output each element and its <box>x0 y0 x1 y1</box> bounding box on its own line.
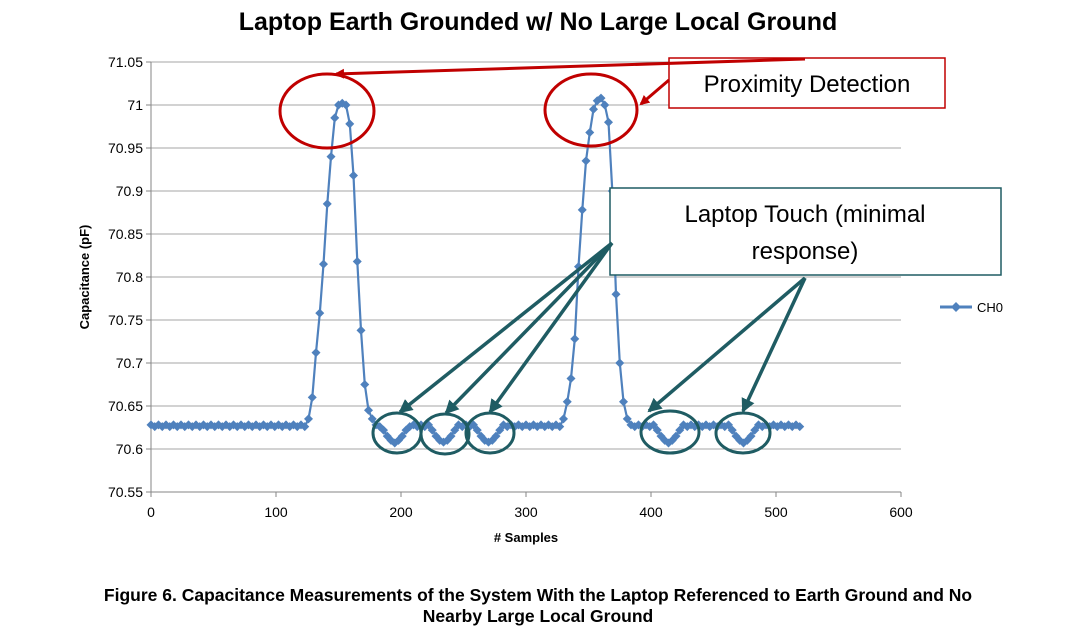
data-point <box>615 358 625 368</box>
data-point <box>307 392 317 402</box>
data-point <box>397 431 407 441</box>
y-tick-label: 70.7 <box>116 355 143 371</box>
touch-label-box <box>609 187 1002 276</box>
data-point <box>427 425 437 435</box>
data-point <box>364 405 373 415</box>
data-point <box>604 117 613 127</box>
touch-annotation: Laptop Touch (minimal response) <box>371 187 1002 456</box>
data-point <box>596 93 606 103</box>
legend-label-ch0: CH0 <box>977 300 1003 315</box>
legend: CH0 <box>940 300 1003 315</box>
data-point <box>367 414 377 424</box>
data-point <box>349 171 358 181</box>
proximity-label-box <box>668 57 946 109</box>
chart-title: Laptop Earth Grounded w/ No Large Local … <box>238 8 838 36</box>
x-tick-label: 300 <box>514 504 538 520</box>
data-point <box>345 119 355 129</box>
data-point <box>611 289 621 299</box>
data-point <box>585 128 595 138</box>
y-tick-label: 71.05 <box>108 54 143 70</box>
y-tick-label: 70.65 <box>108 398 143 414</box>
touch-arrow-2 <box>444 241 614 415</box>
x-tick-label: 0 <box>147 504 155 520</box>
data-point <box>330 113 340 123</box>
data-point <box>352 257 362 267</box>
tick-labels: 70.55 70.6 70.65 70.7 70.75 70.8 70.85 70.9 70.9… <box>108 54 913 520</box>
proximity-label: Proximity Detection <box>704 71 911 98</box>
touch-arrow-1 <box>398 241 614 414</box>
data-point <box>360 380 370 389</box>
data-point <box>589 104 598 114</box>
caption-line-1: Figure 6. Capacitance Measurements of th… <box>103 585 973 605</box>
data-point <box>619 397 628 407</box>
proximity-annotation: Proximity Detection <box>278 57 946 150</box>
proximity-circle-2 <box>543 72 639 148</box>
data-point <box>652 425 662 435</box>
y-tick-label: 70.75 <box>108 312 143 328</box>
figure-caption: Figure 6. Capacitance Measurements of th… <box>0 585 1076 627</box>
caption-line-2: Nearby Large Local Ground <box>422 606 654 626</box>
data-point <box>341 100 351 110</box>
data-point <box>566 373 576 383</box>
data-point <box>559 414 568 424</box>
data-point <box>311 348 321 358</box>
legend-marker <box>951 302 961 312</box>
proximity-circle-1 <box>278 72 376 150</box>
y-tick-label: 70.8 <box>116 269 143 285</box>
data-point <box>472 425 482 435</box>
y-tick-label: 70.85 <box>108 226 143 242</box>
data-point <box>562 397 572 407</box>
data-point <box>795 422 805 432</box>
touch-arrow-5 <box>741 277 807 413</box>
data-point <box>322 199 332 209</box>
data-point <box>319 259 328 269</box>
proximity-arrow-1 <box>334 57 806 79</box>
touch-circle-2 <box>419 412 471 456</box>
touch-circle-3 <box>464 411 516 455</box>
y-tick-label: 70.95 <box>108 140 143 156</box>
touch-label-line1: Laptop Touch (minimal <box>684 201 925 228</box>
data-point <box>356 325 366 335</box>
data-point <box>746 431 756 441</box>
data-point <box>379 425 388 435</box>
data-point <box>491 431 501 441</box>
data-point <box>622 414 632 424</box>
x-tick-label: 100 <box>264 504 288 520</box>
proximity-arrow-2 <box>639 78 670 106</box>
x-tick-label: 600 <box>889 504 913 520</box>
data-point <box>581 156 591 166</box>
axes <box>146 61 902 497</box>
data-point <box>326 152 336 162</box>
y-tick-label: 70.6 <box>116 441 143 457</box>
touch-arrow-3 <box>488 241 614 414</box>
data-point <box>555 422 565 432</box>
x-tick-label: 400 <box>639 504 663 520</box>
touch-label-line2: response) <box>752 238 859 265</box>
data-point <box>671 431 681 441</box>
data-point <box>304 414 313 424</box>
y-tick-label: 70.9 <box>116 183 143 199</box>
data-point <box>600 100 610 110</box>
touch-circle-4 <box>639 409 701 455</box>
data-point <box>570 334 580 344</box>
x-axis-label: # Samples <box>494 530 558 545</box>
x-tick-label: 200 <box>389 504 413 520</box>
touch-circle-1 <box>371 411 423 455</box>
y-tick-label: 71 <box>127 97 143 113</box>
touch-arrow-4 <box>647 276 807 413</box>
data-point <box>300 422 310 432</box>
y-axis-label: Capacitance (pF) <box>77 225 92 330</box>
y-tick-label: 70.55 <box>108 484 143 500</box>
chart-canvas: 70.55 70.6 70.65 70.7 70.75 70.8 70.85 70.9 70.9… <box>77 54 1003 545</box>
data-point <box>446 431 456 441</box>
data-point <box>727 425 737 435</box>
x-tick-label: 500 <box>764 504 788 520</box>
touch-circle-5 <box>714 411 772 455</box>
data-point <box>315 308 325 318</box>
data-point <box>577 205 587 215</box>
series-ch0 <box>146 93 805 448</box>
